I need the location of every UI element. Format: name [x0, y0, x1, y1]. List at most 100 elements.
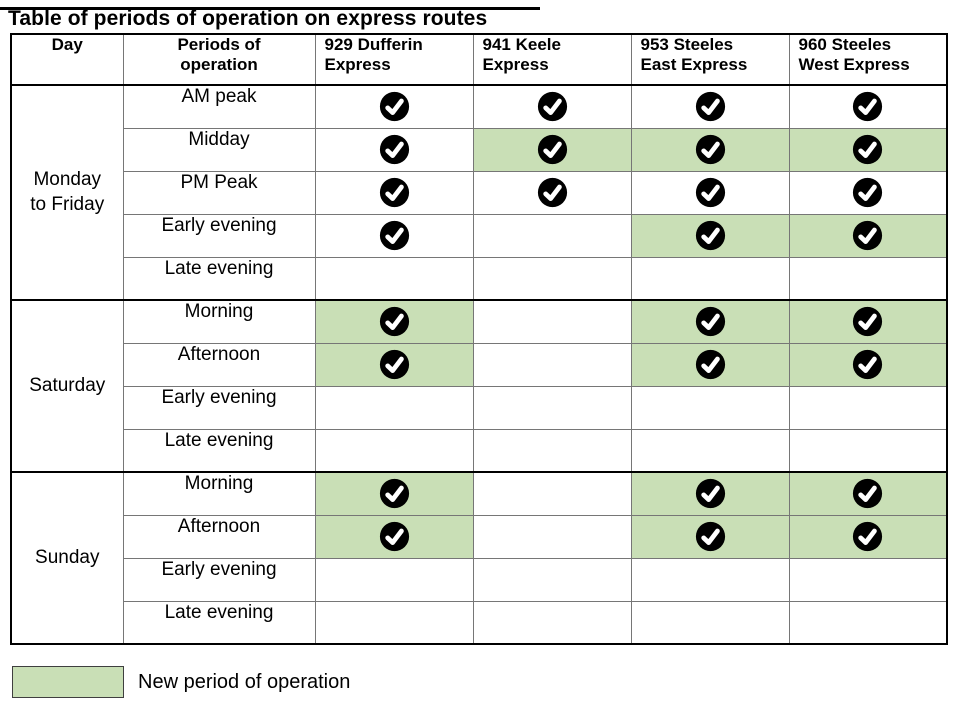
check-icon	[379, 135, 409, 165]
route-cell-route-960	[788, 385, 948, 430]
check-icon	[379, 307, 409, 337]
check-icon	[695, 135, 725, 165]
route-cell-route-929	[314, 342, 474, 387]
check-icon	[537, 178, 567, 208]
column-header-day: Day	[10, 33, 124, 86]
table-row: Early evening	[11, 557, 948, 602]
route-cell-route-953	[630, 471, 790, 516]
check-icon	[695, 178, 725, 208]
check-icon	[379, 92, 409, 122]
top-rule	[0, 7, 540, 10]
route-cell-route-941	[472, 385, 632, 430]
route-cell-route-929	[314, 213, 474, 258]
route-cell-route-953	[630, 299, 790, 344]
table-row: Late evening	[11, 600, 948, 645]
route-cell-route-929	[314, 428, 474, 473]
column-header-route-953: 953 Steeles East Express	[630, 33, 790, 86]
route-cell-route-941	[472, 84, 632, 129]
table-row: Midday	[11, 127, 948, 172]
period-cell: PM Peak	[122, 170, 316, 215]
route-cell-route-953	[630, 127, 790, 172]
route-cell-route-953	[630, 342, 790, 387]
route-cell-route-960	[788, 514, 948, 559]
period-cell: Late evening	[122, 256, 316, 301]
check-icon	[695, 350, 725, 380]
route-cell-route-929	[314, 170, 474, 215]
route-cell-route-953	[630, 84, 790, 129]
period-cell: Midday	[122, 127, 316, 172]
column-header-periods: Periods of operation	[122, 33, 316, 86]
table-row: Late evening	[11, 256, 948, 301]
table-row: Sunday Morning	[10, 471, 948, 645]
route-cell-route-929	[314, 299, 474, 344]
check-icon	[379, 350, 409, 380]
route-cell-route-941	[472, 514, 632, 559]
day-cell: Monday to Friday	[10, 84, 124, 301]
check-icon	[853, 92, 883, 122]
table-row: Afternoon	[11, 514, 948, 559]
route-cell-route-960	[788, 213, 948, 258]
table-row: Monday to Friday AM peak	[10, 84, 948, 301]
table-body: Monday to Friday AM peak Midday PM Peak Earl…	[10, 84, 948, 645]
route-cell-route-960	[788, 557, 948, 602]
route-cell-route-960	[788, 342, 948, 387]
route-cell-route-941	[472, 170, 632, 215]
legend: New period of operation	[12, 666, 965, 699]
table-row: Early evening	[11, 385, 948, 430]
day-cell: Saturday	[10, 299, 124, 473]
route-cell-route-929	[314, 557, 474, 602]
column-header-route-941: 941 Keele Express	[472, 33, 632, 86]
check-icon	[695, 522, 725, 552]
period-cell: Early evening	[122, 385, 316, 430]
route-cell-route-941	[472, 471, 632, 516]
legend-swatch	[12, 666, 124, 699]
check-icon	[853, 221, 883, 251]
route-cell-route-960	[788, 471, 948, 516]
route-cell-route-929	[314, 127, 474, 172]
period-cell: Early evening	[122, 213, 316, 258]
route-cell-route-953	[630, 428, 790, 473]
period-cell: Late evening	[122, 600, 316, 645]
route-cell-route-953	[630, 213, 790, 258]
route-cell-route-941	[472, 557, 632, 602]
route-cell-route-941	[472, 600, 632, 645]
period-cell: Morning	[122, 471, 316, 516]
check-icon	[853, 307, 883, 337]
route-cell-route-929	[314, 600, 474, 645]
check-icon	[379, 221, 409, 251]
route-cell-route-941	[472, 299, 632, 344]
route-cell-route-953	[630, 557, 790, 602]
periods-of-operation-table: Day Periods of operation 929 Dufferin Expr…	[10, 33, 948, 646]
route-cell-route-929	[314, 385, 474, 430]
check-icon	[379, 178, 409, 208]
route-cell-route-953	[630, 170, 790, 215]
header-row: Day Periods of operation 929 Dufferin Expr…	[10, 33, 948, 86]
route-cell-route-960	[788, 127, 948, 172]
route-cell-route-953	[630, 385, 790, 430]
check-icon	[695, 221, 725, 251]
route-cell-route-953	[630, 600, 790, 645]
route-cell-route-960	[788, 600, 948, 645]
route-cell-route-929	[314, 514, 474, 559]
route-cell-route-960	[788, 170, 948, 215]
route-cell-route-941	[472, 428, 632, 473]
route-cell-route-929	[314, 471, 474, 516]
route-cell-route-941	[472, 256, 632, 301]
route-cell-route-960	[788, 256, 948, 301]
check-icon	[537, 135, 567, 165]
route-cell-route-941	[472, 127, 632, 172]
period-cell: AM peak	[122, 84, 316, 129]
check-icon	[853, 522, 883, 552]
period-cell: Early evening	[122, 557, 316, 602]
route-cell-route-929	[314, 256, 474, 301]
route-cell-route-960	[788, 84, 948, 129]
table-row: Early evening	[11, 213, 948, 258]
check-icon	[695, 307, 725, 337]
column-header-route-960: 960 Steeles West Express	[788, 33, 948, 86]
legend-label: New period of operation	[138, 670, 351, 693]
check-icon	[379, 479, 409, 509]
period-cell: Afternoon	[122, 342, 316, 387]
table-row: Saturday Morning	[10, 299, 948, 473]
table-row: Late evening	[11, 428, 948, 473]
period-cell: Afternoon	[122, 514, 316, 559]
